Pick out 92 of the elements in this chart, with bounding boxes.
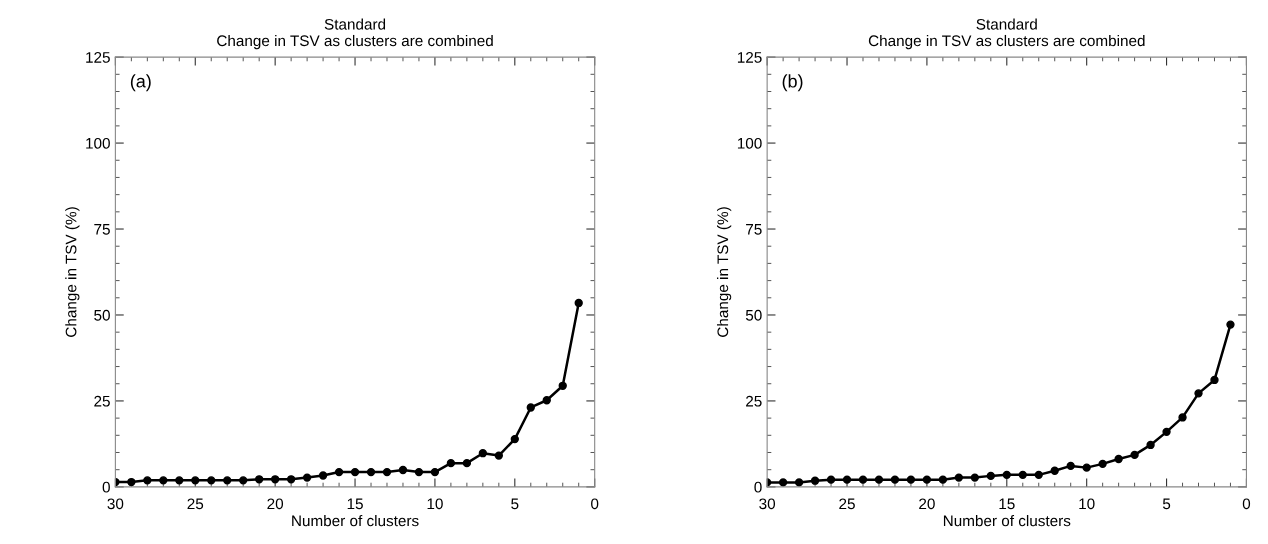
point [143, 476, 152, 485]
point [874, 475, 884, 484]
point [954, 473, 964, 482]
point [127, 477, 136, 487]
chart-title: Standard Change in TSV as clusters are combined [868, 18, 1145, 50]
y-tick-label: 75 [746, 224, 762, 235]
point [1226, 320, 1235, 329]
point [398, 465, 408, 475]
point [1146, 440, 1155, 450]
point [906, 475, 916, 484]
point [574, 298, 583, 308]
x-tick-label: 30 [107, 498, 124, 510]
point [842, 475, 852, 484]
point [286, 475, 296, 484]
point [318, 471, 328, 480]
annotation: (b) [782, 74, 803, 92]
y-tick-label: 125 [737, 51, 762, 63]
point [858, 475, 868, 484]
y-tick-label: 100 [86, 137, 110, 149]
x-tick-label: 5 [1162, 498, 1171, 510]
point [1082, 463, 1091, 472]
x-tick-label: 10 [427, 498, 443, 510]
x-tick-label: 10 [1079, 498, 1095, 510]
point [382, 467, 392, 477]
x-tick-label: 15 [999, 498, 1015, 510]
y-axis-title: Change in TSV (%) [716, 207, 732, 337]
point [446, 458, 456, 468]
y-tick-label: 50 [745, 309, 762, 321]
point [159, 476, 168, 485]
point [255, 475, 264, 484]
point [1050, 466, 1059, 475]
y-tick-label: 50 [94, 309, 110, 321]
point [1162, 427, 1171, 437]
point [1002, 470, 1011, 480]
point [430, 467, 440, 477]
x-tick-label: 0 [591, 498, 599, 510]
chart-title: Standard Change in TSV as clusters are combined [217, 18, 493, 50]
point [922, 475, 932, 484]
point [794, 478, 804, 487]
x-axis-title: Number of clusters [943, 515, 1071, 527]
x-axis-title: Number of clusters [292, 515, 419, 527]
y-tick-label: 0 [754, 481, 762, 493]
point [1098, 459, 1107, 469]
x-tick-label: 15 [347, 498, 363, 510]
point [1066, 461, 1075, 471]
y-tick-label: 125 [86, 51, 110, 63]
point [542, 396, 551, 405]
point [810, 476, 820, 485]
annotation: (a) [130, 74, 151, 92]
point [175, 476, 184, 485]
point [223, 476, 232, 485]
point [986, 471, 995, 481]
point [191, 476, 200, 485]
x-tick-label: 25 [839, 498, 855, 510]
x-tick-label: 0 [1242, 498, 1251, 510]
point [1114, 454, 1123, 464]
point [938, 475, 948, 484]
y-tick-label: 25 [94, 395, 110, 407]
x-tick-label: 20 [267, 498, 284, 510]
point [334, 467, 344, 477]
point [1178, 413, 1187, 422]
y-tick-label: 25 [746, 395, 762, 407]
point [890, 475, 900, 484]
y-tick-label: 0 [102, 481, 110, 493]
point [510, 434, 519, 444]
point [302, 473, 312, 482]
point [414, 467, 424, 477]
x-tick-label: 5 [511, 498, 519, 510]
point [462, 458, 472, 468]
y-axis-title: Change in TSV (%) [65, 207, 80, 337]
point [494, 451, 503, 460]
point [239, 476, 248, 485]
point [366, 467, 376, 477]
point [970, 473, 980, 482]
point [1210, 375, 1219, 385]
point [558, 381, 567, 390]
point [1034, 470, 1043, 480]
point [478, 449, 488, 458]
point [270, 475, 280, 484]
point [1130, 450, 1139, 460]
x-tick-label: 25 [187, 498, 204, 510]
point [350, 467, 360, 477]
point [207, 476, 216, 485]
y-tick-label: 75 [94, 224, 110, 235]
x-tick-label: 30 [759, 498, 776, 510]
point [826, 475, 836, 484]
point [1018, 470, 1027, 480]
point [778, 478, 788, 487]
point [1194, 389, 1203, 398]
point [526, 403, 535, 412]
y-tick-label: 100 [737, 137, 762, 149]
x-tick-label: 20 [919, 498, 935, 510]
